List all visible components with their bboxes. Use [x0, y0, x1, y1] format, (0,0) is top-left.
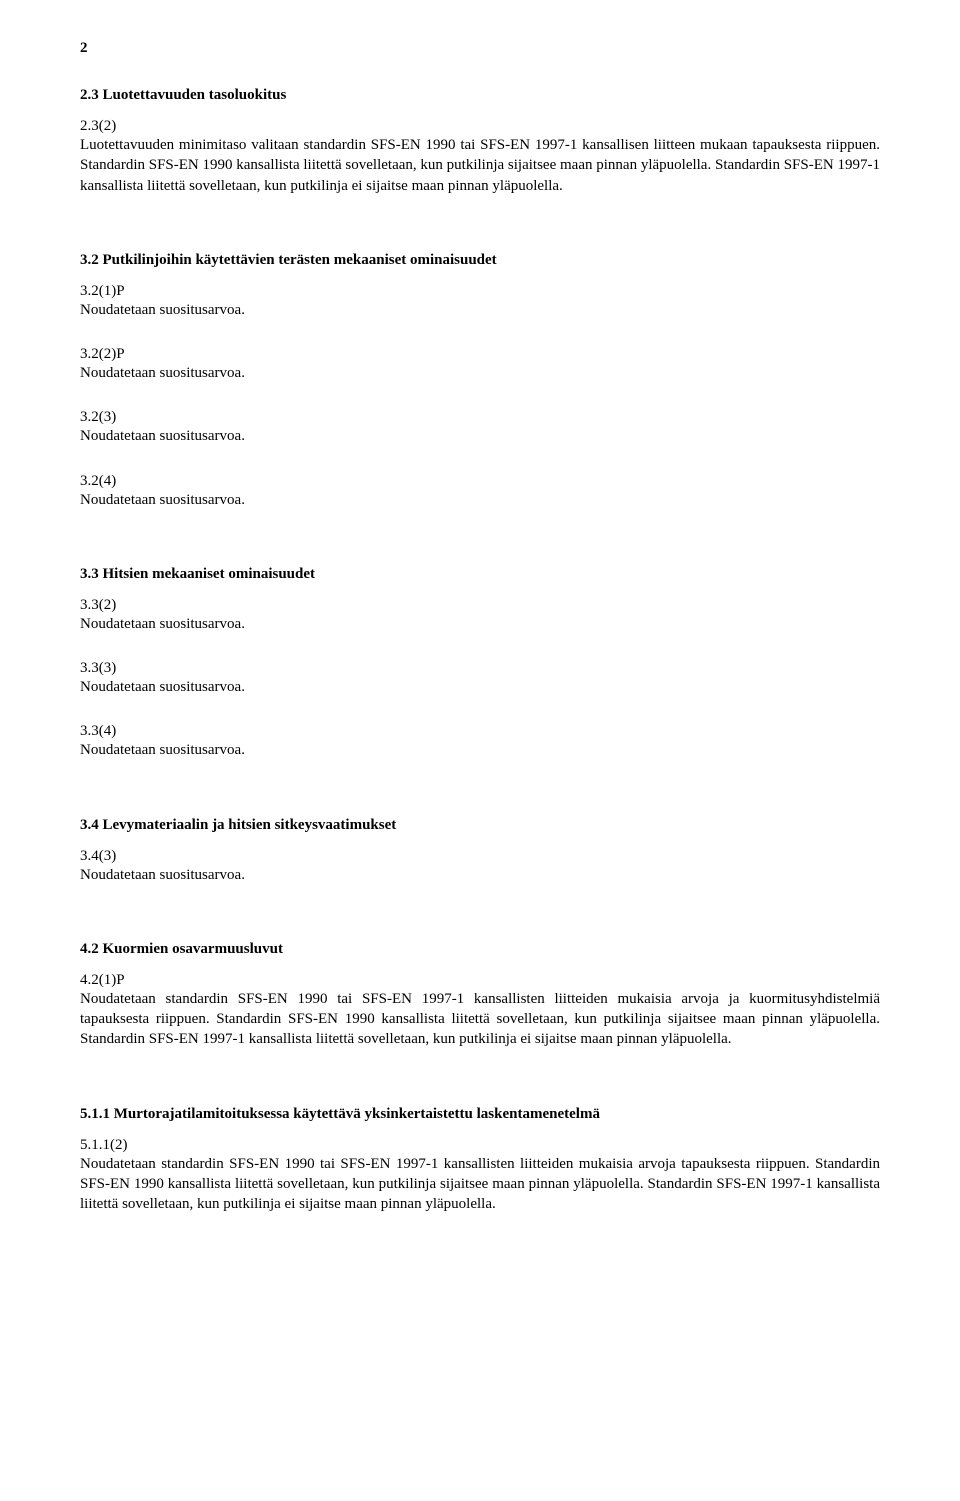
section-heading-5-1-1: 5.1.1 Murtorajatilamitoituksessa käytett…	[80, 1106, 880, 1123]
body-text: Noudatetaan suositusarvoa.	[80, 740, 880, 760]
section-heading-4-2: 4.2 Kuormien osavarmuusluvut	[80, 941, 880, 958]
section-heading-2-3: 2.3 Luotettavuuden tasoluokitus	[80, 87, 880, 104]
clause-label: 5.1.1(2)	[80, 1137, 880, 1154]
body-text: Noudatetaan suositusarvoa.	[80, 426, 880, 446]
clause-label: 3.3(2)	[80, 597, 880, 614]
page-number: 2	[80, 40, 880, 57]
body-text: Noudatetaan suositusarvoa.	[80, 490, 880, 510]
body-text: Noudatetaan suositusarvoa.	[80, 677, 880, 697]
body-text: Noudatetaan suositusarvoa.	[80, 363, 880, 383]
body-text: Noudatetaan suositusarvoa.	[80, 300, 880, 320]
clause-label: 4.2(1)P	[80, 972, 880, 989]
clause-label: 3.3(4)	[80, 723, 880, 740]
clause-label: 3.4(3)	[80, 848, 880, 865]
body-text: Luotettavuuden minimitaso valitaan stand…	[80, 135, 880, 196]
body-text: Noudatetaan standardin SFS-EN 1990 tai S…	[80, 1154, 880, 1215]
clause-label: 3.2(2)P	[80, 346, 880, 363]
document-page: 2 2.3 Luotettavuuden tasoluokitus 2.3(2)…	[0, 0, 960, 1501]
clause-label: 3.2(4)	[80, 473, 880, 490]
section-heading-3-4: 3.4 Levymateriaalin ja hitsien sitkeysva…	[80, 817, 880, 834]
clause-label: 3.2(3)	[80, 409, 880, 426]
body-text: Noudatetaan suositusarvoa.	[80, 865, 880, 885]
clause-label: 3.3(3)	[80, 660, 880, 677]
section-heading-3-3: 3.3 Hitsien mekaaniset ominaisuudet	[80, 566, 880, 583]
section-heading-3-2: 3.2 Putkilinjoihin käytettävien terästen…	[80, 252, 880, 269]
clause-label: 2.3(2)	[80, 118, 880, 135]
clause-label: 3.2(1)P	[80, 283, 880, 300]
body-text: Noudatetaan standardin SFS-EN 1990 tai S…	[80, 989, 880, 1050]
body-text: Noudatetaan suositusarvoa.	[80, 614, 880, 634]
